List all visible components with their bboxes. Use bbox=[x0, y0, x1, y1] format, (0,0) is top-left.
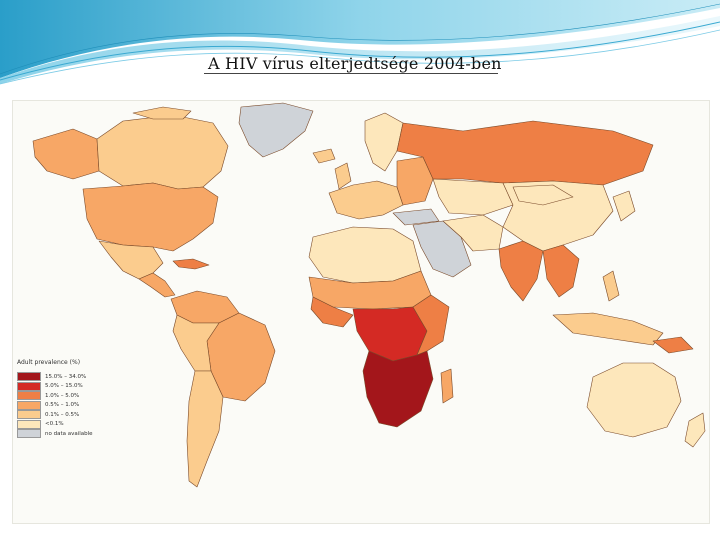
region-alaska bbox=[32, 128, 100, 180]
legend-swatch bbox=[17, 429, 41, 439]
region-east-africa bbox=[412, 294, 450, 356]
title-underline bbox=[204, 73, 498, 74]
region-central-asia bbox=[432, 178, 514, 216]
region-scandinavia bbox=[364, 112, 404, 172]
legend-item: 0.1% – 0.5% bbox=[17, 410, 113, 420]
legend-swatch bbox=[17, 419, 41, 429]
legend-swatch bbox=[17, 400, 41, 410]
region-british-isles bbox=[334, 162, 352, 190]
region-caribbean bbox=[172, 258, 210, 270]
legend-label: 1.0% – 5.0% bbox=[45, 392, 80, 399]
region-korea-japan bbox=[612, 190, 636, 222]
decorative-wave-banner bbox=[0, 0, 720, 85]
region-indonesia bbox=[552, 312, 664, 346]
region-australia bbox=[586, 362, 682, 438]
region-canada-arctic bbox=[132, 106, 192, 120]
region-west-africa bbox=[310, 296, 354, 328]
legend-label: 0.5% – 1.0% bbox=[45, 402, 80, 409]
region-papua-new-guinea bbox=[652, 336, 694, 354]
region-iceland bbox=[312, 148, 336, 164]
region-canada bbox=[96, 114, 229, 190]
region-philippines bbox=[602, 270, 620, 302]
legend-label: <0.1% bbox=[45, 421, 64, 428]
region-mongolia bbox=[512, 184, 574, 206]
legend-label: 15.0% – 34.0% bbox=[45, 373, 87, 380]
legend-swatch bbox=[17, 381, 41, 391]
world-map-canvas bbox=[32, 102, 706, 488]
region-united-states bbox=[82, 182, 219, 252]
legend-item: no data available bbox=[17, 429, 113, 439]
region-central-america bbox=[138, 272, 176, 298]
region-central-africa bbox=[352, 306, 428, 362]
legend-item: 5.0% – 15.0% bbox=[17, 381, 113, 392]
legend-label: 0.1% – 0.5% bbox=[45, 411, 80, 418]
region-madagascar bbox=[440, 368, 454, 404]
legend-swatch bbox=[17, 372, 41, 382]
legend-item: 15.0% – 34.0% bbox=[17, 372, 113, 382]
legend-swatch bbox=[17, 391, 41, 401]
region-southern-africa bbox=[362, 350, 434, 428]
region-southeast-asia bbox=[542, 244, 580, 298]
legend-item: 1.0% – 5.0% bbox=[17, 391, 113, 401]
legend-item: 0.5% – 1.0% bbox=[17, 400, 113, 411]
world-map: Adult prevalence (%) 15.0% – 34.0% 5.0% –… bbox=[12, 100, 710, 524]
legend-label: no data available bbox=[45, 430, 93, 437]
region-russia bbox=[396, 120, 654, 186]
region-turkey bbox=[392, 208, 440, 226]
legend-title: Adult prevalence (%) bbox=[17, 359, 81, 366]
region-india bbox=[498, 240, 544, 302]
region-argentina-chile bbox=[186, 370, 224, 488]
region-new-zealand bbox=[684, 412, 706, 448]
slide-title: A HIV vírus elterjedtsége 2004-ben bbox=[208, 54, 502, 73]
region-north-africa bbox=[308, 226, 422, 284]
region-greenland bbox=[238, 102, 314, 158]
legend-swatch bbox=[17, 410, 41, 420]
legend-label: 5.0% – 15.0% bbox=[45, 383, 83, 390]
legend-item: <0.1% bbox=[17, 419, 113, 430]
map-legend: Adult prevalence (%) 15.0% – 34.0% 5.0% –… bbox=[17, 359, 113, 439]
